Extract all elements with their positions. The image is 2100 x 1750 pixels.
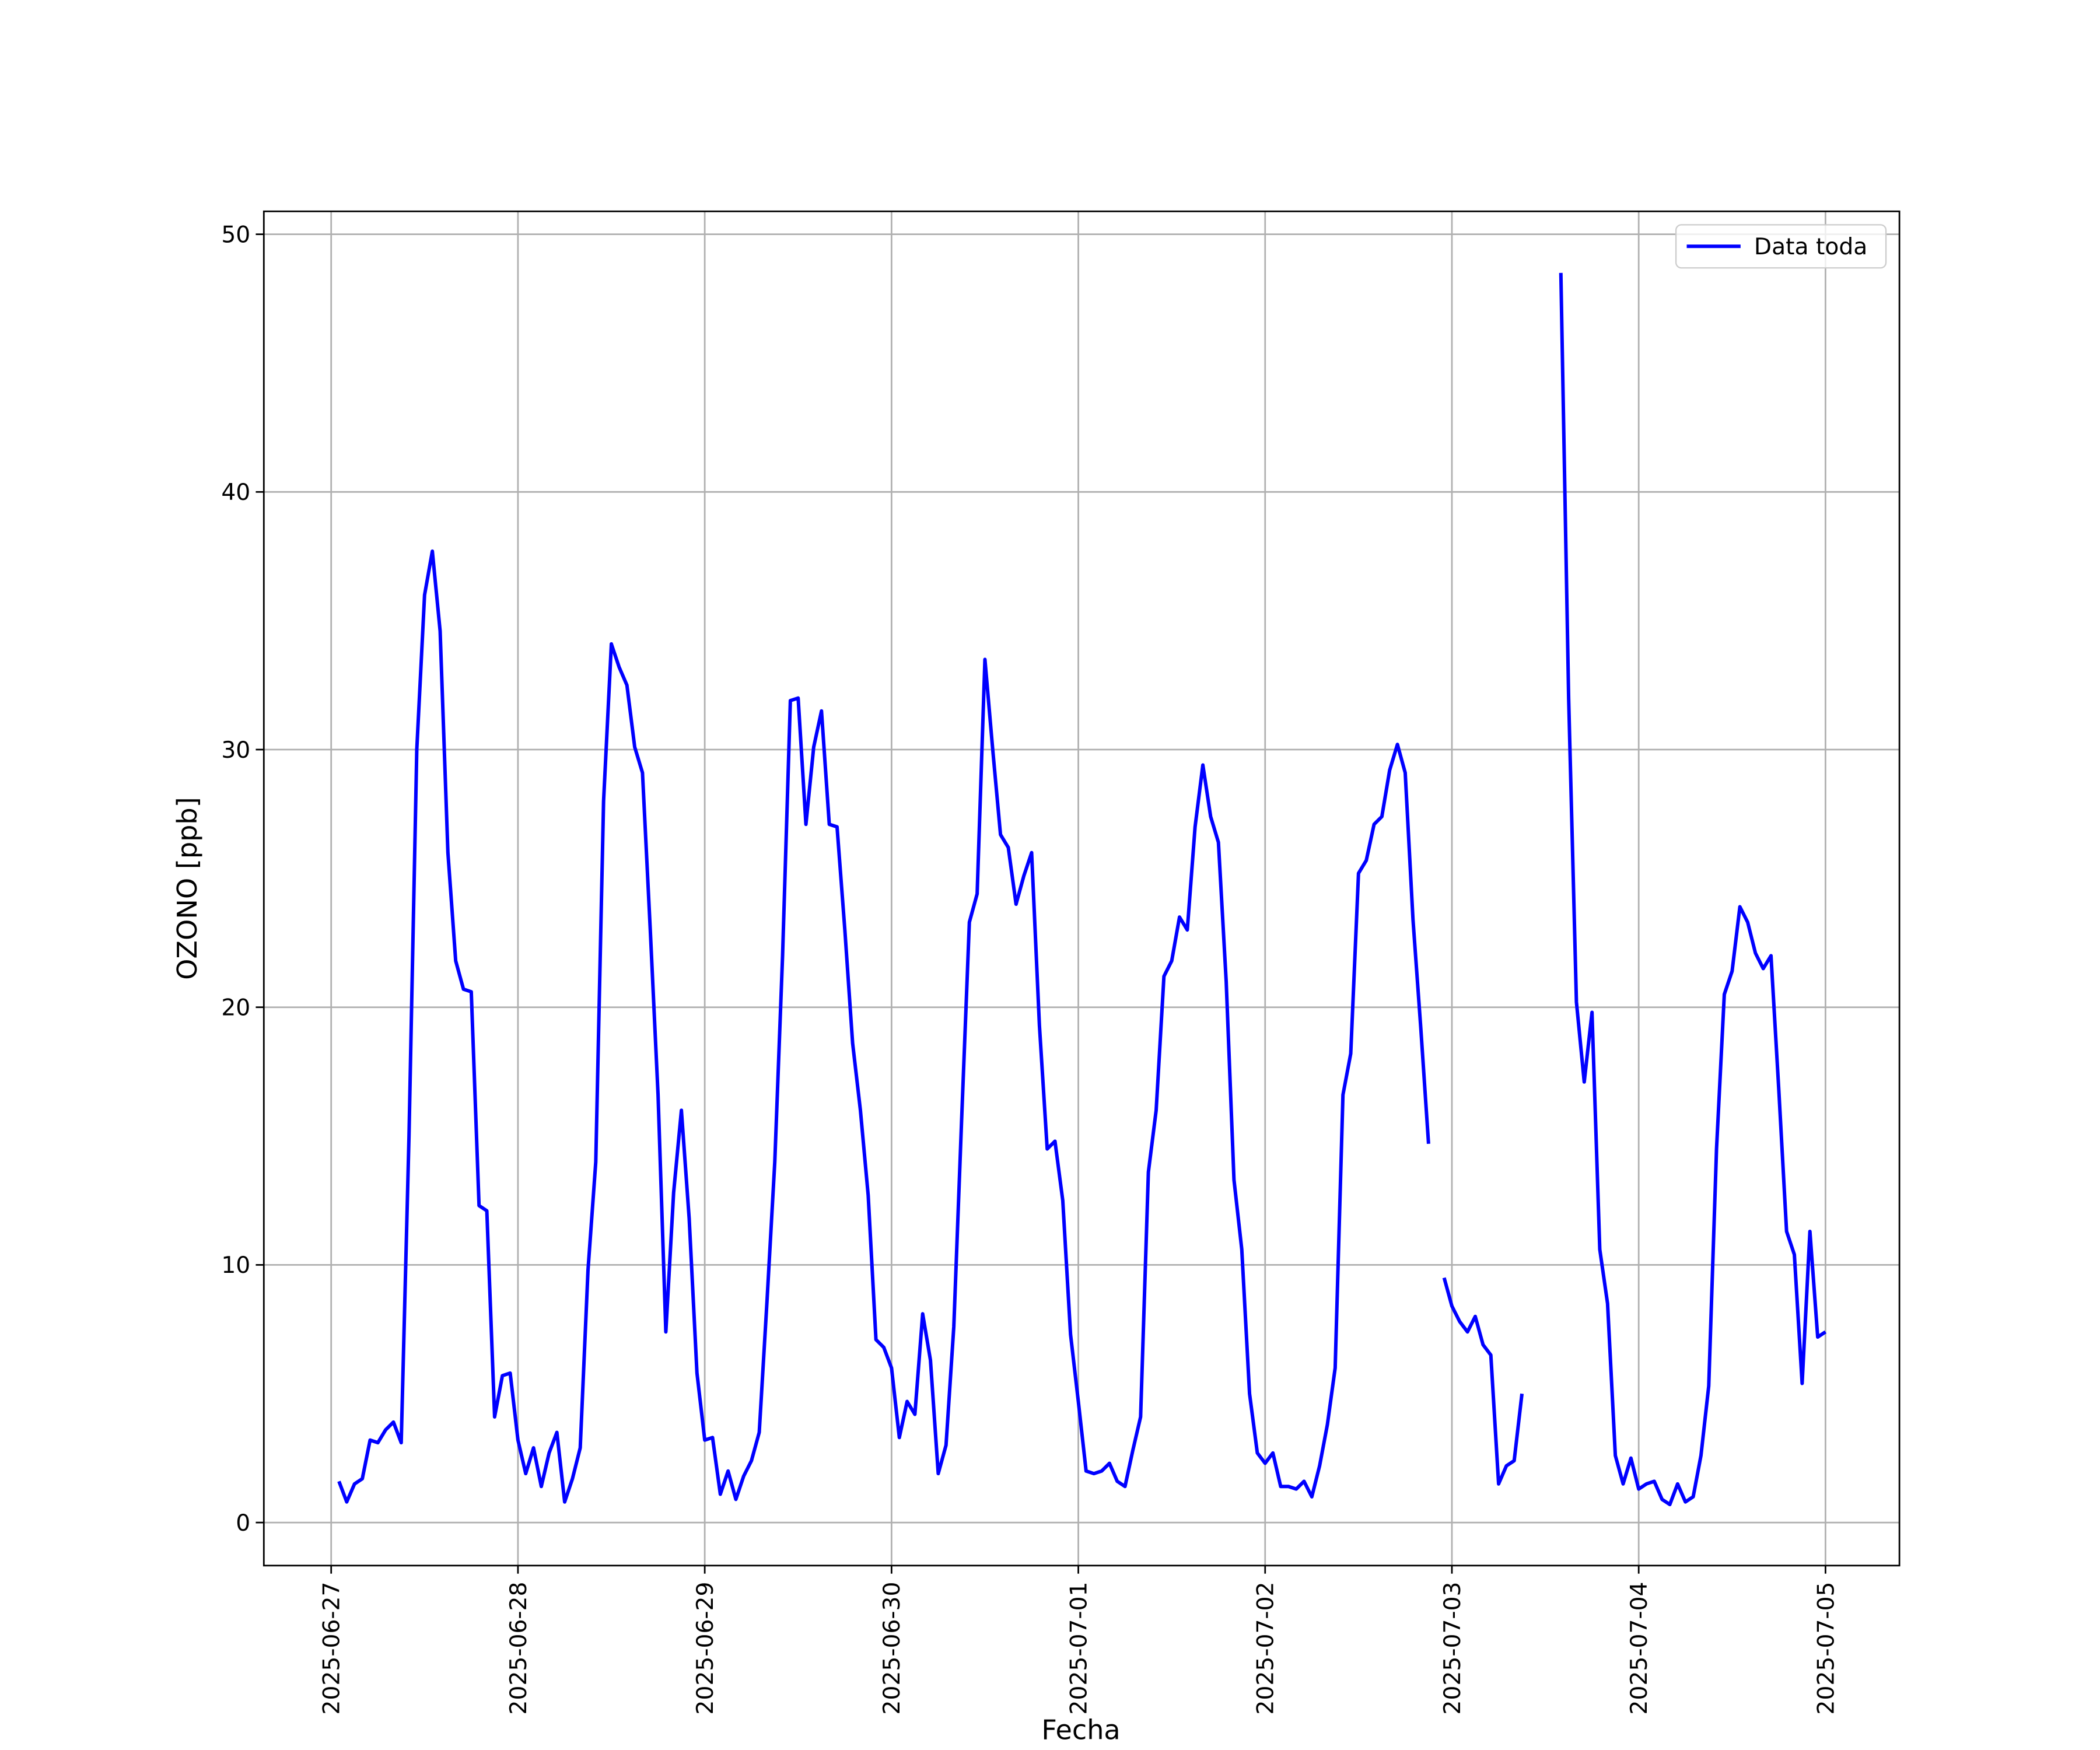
y-tick-label: 30 <box>221 737 250 764</box>
legend-label: Data toda <box>1754 234 1867 260</box>
y-tick-label: 50 <box>221 222 250 248</box>
y-tick-label: 10 <box>221 1252 250 1279</box>
plot-area <box>337 272 1827 1507</box>
grid <box>264 211 1900 1566</box>
x-tick-label: 2025-07-04 <box>1626 1582 1653 1715</box>
y-axis-label: OZONO [ppb] <box>172 797 203 980</box>
x-tick-label: 2025-06-27 <box>319 1582 345 1715</box>
y-tick-label: 0 <box>236 1510 250 1536</box>
x-tick-label: 2025-06-28 <box>506 1582 532 1715</box>
y-tick-label: 40 <box>221 480 250 506</box>
legend: Data toda <box>1675 224 1887 269</box>
axes-frame <box>262 210 1901 1567</box>
x-tick-label: 2025-07-01 <box>1066 1582 1092 1715</box>
x-tick-label: 2025-06-29 <box>692 1582 719 1715</box>
x-tick-label: 2025-07-02 <box>1253 1582 1279 1715</box>
x-tick-label: 2025-07-03 <box>1440 1582 1466 1715</box>
x-tick-label: 2025-07-05 <box>1813 1582 1839 1715</box>
x-tick-label: 2025-06-30 <box>879 1582 905 1715</box>
y-tick-label: 20 <box>221 995 250 1021</box>
ticks: 0 10 20 30 40 50 2025-06-27 2025-06-28 2025-06-2… <box>221 222 1839 1714</box>
legend-box <box>1675 224 1887 269</box>
data-line <box>337 272 1827 1507</box>
x-axis-label: Fecha <box>1041 1714 1120 1746</box>
